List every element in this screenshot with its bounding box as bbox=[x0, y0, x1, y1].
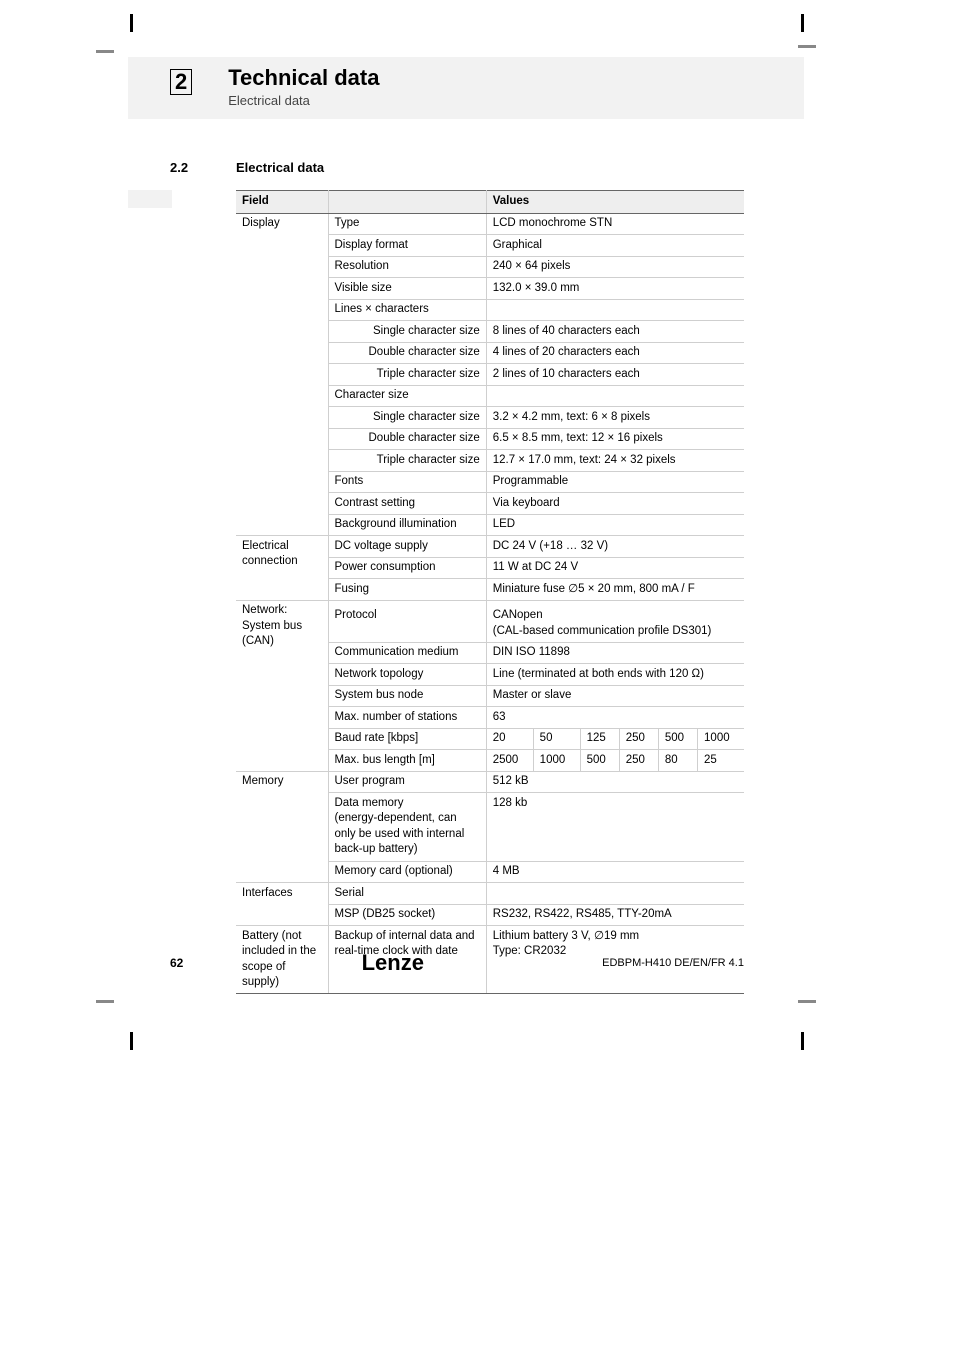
row-value: Miniature fuse ∅5 × 20 mm, 800 mA / F bbox=[486, 579, 744, 601]
row-value: Line (terminated at both ends with 120 Ω… bbox=[486, 664, 744, 686]
row-value: 80 bbox=[658, 750, 697, 772]
crop-mark bbox=[96, 1000, 114, 1003]
row-value: 512 kB bbox=[486, 771, 744, 793]
row-label: Single character size bbox=[328, 321, 486, 343]
row-value: 125 bbox=[580, 728, 619, 750]
row-value: 3.2 × 4.2 mm, text: 6 × 8 pixels bbox=[486, 407, 744, 429]
row-value: 128 kb bbox=[486, 793, 744, 861]
col-header-field: Field bbox=[236, 191, 328, 214]
page-footer: 62 Lenze EDBPM-H410 DE/EN/FR 4.1 bbox=[170, 950, 744, 976]
row-label: Display format bbox=[328, 235, 486, 257]
group-elec: Electrical connection bbox=[236, 536, 328, 601]
row-value: 11 W at DC 24 V bbox=[486, 557, 744, 579]
row-label: Memory card (optional) bbox=[328, 861, 486, 883]
row-value: 132.0 × 39.0 mm bbox=[486, 278, 744, 300]
row-value: DC 24 V (+18 … 32 V) bbox=[486, 536, 744, 558]
row-value: Programmable bbox=[486, 471, 744, 493]
row-label: Communication medium bbox=[328, 642, 486, 664]
chapter-header: 2 Technical data Electrical data bbox=[128, 57, 804, 119]
row-value: 2 lines of 10 characters each bbox=[486, 364, 744, 386]
spec-table: Field Values Display Type LCD monochrome… bbox=[236, 190, 744, 994]
row-value bbox=[486, 883, 744, 905]
row-value: 63 bbox=[486, 707, 744, 729]
row-label: Baud rate [kbps] bbox=[328, 728, 486, 750]
row-value: RS232, RS422, RS485, TTY-20mA bbox=[486, 904, 744, 926]
section-heading: 2.2 Electrical data bbox=[170, 160, 324, 175]
row-value: 50 bbox=[533, 728, 580, 750]
row-value: 1000 bbox=[533, 750, 580, 772]
row-label: DC voltage supply bbox=[328, 536, 486, 558]
row-label: Data memory (energy-dependent, can only … bbox=[328, 793, 486, 861]
row-label: Max. bus length [m] bbox=[328, 750, 486, 772]
row-value: LCD monochrome STN bbox=[486, 213, 744, 235]
row-value: 4 MB bbox=[486, 861, 744, 883]
chapter-subtitle: Electrical data bbox=[228, 93, 379, 108]
crop-mark bbox=[130, 1032, 133, 1050]
row-label: Visible size bbox=[328, 278, 486, 300]
row-label: MSP (DB25 socket) bbox=[328, 904, 486, 926]
crop-mark bbox=[96, 50, 114, 53]
chapter-title: Technical data bbox=[228, 65, 379, 91]
row-value bbox=[486, 299, 744, 321]
row-value: Via keyboard bbox=[486, 493, 744, 515]
group-display: Display bbox=[236, 213, 328, 536]
row-value: 20 bbox=[486, 728, 533, 750]
row-label: System bus node bbox=[328, 685, 486, 707]
row-value: 500 bbox=[658, 728, 697, 750]
col-header-blank bbox=[328, 191, 486, 214]
row-label: Background illumination bbox=[328, 514, 486, 536]
col-header-values: Values bbox=[486, 191, 744, 214]
row-label: Triple character size bbox=[328, 450, 486, 472]
group-network: Network:System bus (CAN) bbox=[236, 600, 328, 771]
page-number: 62 bbox=[170, 956, 183, 970]
row-value: 12.7 × 17.0 mm, text: 24 × 32 pixels bbox=[486, 450, 744, 472]
brand-logo: Lenze bbox=[362, 950, 424, 976]
crop-mark bbox=[798, 1000, 816, 1003]
row-value bbox=[486, 385, 744, 407]
crop-mark bbox=[801, 1032, 804, 1050]
crop-mark bbox=[801, 14, 804, 32]
row-value: 240 × 64 pixels bbox=[486, 256, 744, 278]
row-label: Serial bbox=[328, 883, 486, 905]
row-value: 1000 bbox=[698, 728, 744, 750]
row-label: Protocol bbox=[328, 606, 486, 643]
row-value: LED bbox=[486, 514, 744, 536]
row-label: Contrast setting bbox=[328, 493, 486, 515]
row-value: 250 bbox=[619, 750, 658, 772]
side-tab bbox=[128, 190, 172, 208]
section-number: 2.2 bbox=[170, 160, 236, 175]
row-label: Triple character size bbox=[328, 364, 486, 386]
document-id: EDBPM-H410 DE/EN/FR 4.1 bbox=[602, 957, 744, 969]
row-value: CANopen(CAL-based communication profile … bbox=[486, 606, 744, 643]
row-value: 2500 bbox=[486, 750, 533, 772]
row-label: Lines × characters bbox=[328, 299, 486, 321]
row-value: 8 lines of 40 characters each bbox=[486, 321, 744, 343]
row-label: User program bbox=[328, 771, 486, 793]
row-label: Fusing bbox=[328, 579, 486, 601]
row-value: 25 bbox=[698, 750, 744, 772]
row-value: Graphical bbox=[486, 235, 744, 257]
row-label: Single character size bbox=[328, 407, 486, 429]
row-label: Double character size bbox=[328, 428, 486, 450]
row-label: Resolution bbox=[328, 256, 486, 278]
row-value: 4 lines of 20 characters each bbox=[486, 342, 744, 364]
row-label: Network topology bbox=[328, 664, 486, 686]
section-title: Electrical data bbox=[236, 160, 324, 175]
row-label: Character size bbox=[328, 385, 486, 407]
crop-mark bbox=[798, 45, 816, 48]
row-label: Fonts bbox=[328, 471, 486, 493]
row-label: Max. number of stations bbox=[328, 707, 486, 729]
row-value: 6.5 × 8.5 mm, text: 12 × 16 pixels bbox=[486, 428, 744, 450]
row-value: 500 bbox=[580, 750, 619, 772]
crop-mark bbox=[130, 14, 133, 32]
chapter-number: 2 bbox=[170, 69, 192, 95]
row-value: Master or slave bbox=[486, 685, 744, 707]
row-value: DIN ISO 11898 bbox=[486, 642, 744, 664]
row-label: Type bbox=[328, 213, 486, 235]
row-label: Double character size bbox=[328, 342, 486, 364]
group-memory: Memory bbox=[236, 771, 328, 882]
group-interfaces: Interfaces bbox=[236, 883, 328, 926]
row-value: 250 bbox=[619, 728, 658, 750]
row-label: Power consumption bbox=[328, 557, 486, 579]
